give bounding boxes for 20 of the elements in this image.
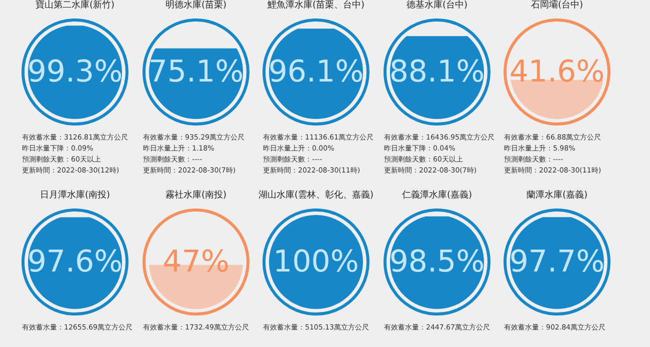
data-label: 99.3% <box>27 54 123 90</box>
text: 蘭潭水庫(嘉義) <box>526 190 588 200</box>
text: 明德水庫(苗栗) <box>164 0 226 10</box>
text: 霧社水庫(南投) <box>164 190 226 200</box>
text: 鯉魚潭水庫(苗栗、台中) <box>267 0 365 10</box>
data-label: 47% <box>162 244 229 280</box>
text: 寶山第二水庫(新竹) <box>35 0 115 10</box>
data-label: 98.5% <box>388 244 484 280</box>
text: 湖山水庫(雲林、彰化、嘉義) <box>258 190 374 200</box>
data-label: 97.7% <box>509 244 605 280</box>
text: 日月潭水庫(南投) <box>40 190 110 200</box>
data-label: 96.1% <box>268 54 364 90</box>
data-label: 75.1% <box>148 54 244 90</box>
data-label: 41.6% <box>509 54 605 90</box>
text: 石岡壩(台中) <box>530 0 584 10</box>
text: 德基水庫(台中) <box>406 0 468 10</box>
data-label: 100% <box>273 244 359 280</box>
data-label: 97.6% <box>27 244 123 280</box>
text: 仁義潭水庫(嘉義) <box>401 190 472 200</box>
data-label: 88.1% <box>388 54 484 90</box>
